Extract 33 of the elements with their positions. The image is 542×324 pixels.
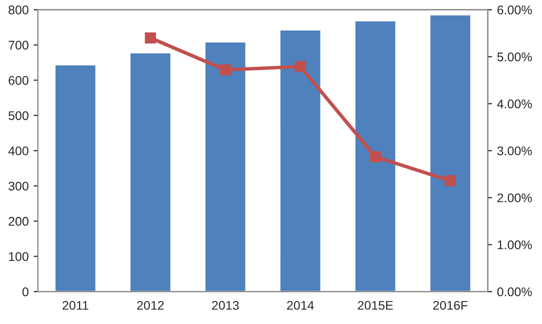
y2-tick-label: 5.00% bbox=[497, 52, 532, 62]
y-tick-label: 300 bbox=[8, 182, 28, 191]
x-tick-label: 2015E bbox=[358, 300, 393, 310]
y2-tick-label: 3.00% bbox=[497, 146, 532, 156]
bar bbox=[279, 29, 322, 292]
bar bbox=[129, 52, 172, 292]
y2-tick-label: 2.00% bbox=[497, 193, 532, 202]
y-tick-label: 800 bbox=[8, 6, 28, 14]
x-tick-label: 2016F bbox=[433, 300, 468, 310]
point bbox=[370, 151, 381, 162]
point bbox=[144, 32, 156, 44]
x-tick-label: 2014 bbox=[287, 300, 314, 310]
y-tick-label: 100 bbox=[9, 252, 28, 262]
bar bbox=[429, 14, 472, 292]
y-tick-label: 500 bbox=[8, 111, 28, 120]
x-tick-label: 2012 bbox=[137, 300, 164, 310]
y2-tick-label: 6.00% bbox=[497, 6, 532, 14]
point bbox=[294, 61, 306, 72]
bar bbox=[204, 41, 247, 292]
y2-tick-label: 4.00% bbox=[497, 99, 532, 108]
x-tick-label: 2011 bbox=[62, 300, 88, 310]
x-tick-label: 2013 bbox=[212, 300, 239, 310]
y-tick-label: 200 bbox=[8, 216, 28, 226]
y2-tick-label: 0.00% bbox=[497, 287, 532, 296]
bar bbox=[354, 20, 397, 292]
y-tick-label: 400 bbox=[8, 146, 28, 156]
bar bbox=[54, 64, 97, 292]
y-tick-label: 600 bbox=[8, 76, 28, 85]
y-tick-label: 0 bbox=[22, 287, 28, 296]
point bbox=[220, 64, 231, 76]
y2-tick-label: 1.00% bbox=[498, 240, 532, 250]
point bbox=[444, 175, 456, 186]
y-tick-label: 700 bbox=[8, 40, 28, 50]
